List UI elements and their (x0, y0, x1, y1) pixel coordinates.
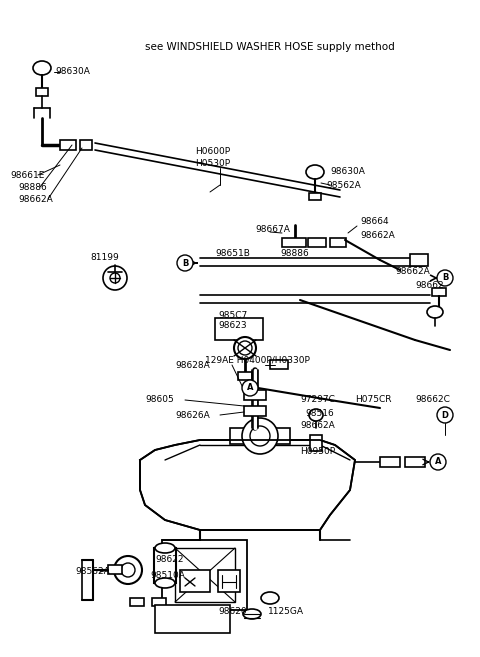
Bar (180, 570, 210, 592)
Bar (410, 254, 428, 266)
Bar (36, 88, 48, 96)
Ellipse shape (243, 609, 261, 619)
Ellipse shape (309, 409, 323, 421)
Text: 98662A: 98662A (395, 267, 430, 277)
Text: 81199: 81199 (90, 252, 119, 261)
Ellipse shape (155, 578, 175, 588)
Ellipse shape (234, 337, 256, 359)
Bar (154, 548, 176, 583)
Text: 98662C: 98662C (415, 396, 450, 405)
Bar (218, 570, 240, 592)
Text: 98630A: 98630A (330, 168, 365, 177)
Text: H0950P: H0950P (300, 447, 335, 457)
Circle shape (430, 454, 446, 470)
Bar (405, 457, 425, 467)
Bar (308, 238, 326, 247)
Circle shape (114, 556, 142, 584)
Text: 97297C: 97297C (300, 396, 335, 405)
Ellipse shape (238, 341, 252, 355)
Text: 98623: 98623 (218, 321, 247, 330)
Text: B: B (442, 273, 448, 283)
Text: 98886: 98886 (280, 248, 309, 258)
Circle shape (177, 255, 193, 271)
Circle shape (437, 270, 453, 286)
Bar (330, 238, 346, 247)
Text: 98651B: 98651B (215, 248, 250, 258)
Circle shape (103, 266, 127, 290)
Circle shape (437, 407, 453, 423)
Bar (432, 288, 446, 296)
Text: 98516: 98516 (305, 409, 334, 417)
Text: H0530P: H0530P (195, 158, 230, 168)
Text: 98562A: 98562A (326, 181, 361, 191)
Text: 98562A: 98562A (75, 568, 110, 576)
Text: 98667A: 98667A (255, 225, 290, 235)
Text: H0600P: H0600P (195, 148, 230, 156)
Text: 98630A: 98630A (55, 68, 90, 76)
Text: 98886: 98886 (18, 183, 47, 191)
Circle shape (110, 273, 120, 283)
Bar (282, 238, 306, 247)
Bar (60, 140, 76, 150)
Text: 98662A: 98662A (18, 194, 53, 204)
Text: D: D (442, 411, 448, 420)
Bar (270, 360, 288, 369)
Text: 98622: 98622 (155, 556, 183, 564)
Text: B: B (182, 258, 188, 267)
Ellipse shape (155, 543, 175, 553)
Ellipse shape (306, 165, 324, 179)
Text: 98664: 98664 (360, 217, 389, 227)
Circle shape (242, 380, 258, 396)
Bar (230, 428, 290, 444)
Text: 98628A: 98628A (175, 361, 210, 369)
Text: 985C7: 985C7 (218, 311, 247, 321)
Bar (309, 193, 321, 200)
Bar (152, 598, 166, 606)
Text: 98662A: 98662A (300, 420, 335, 430)
Text: 98510A: 98510A (150, 570, 185, 579)
Bar (244, 406, 266, 416)
Bar (155, 605, 230, 633)
Ellipse shape (427, 306, 443, 318)
Text: see WINDSHIELD WASHER HOSE supply method: see WINDSHIELD WASHER HOSE supply method (145, 42, 395, 52)
Text: A: A (247, 384, 253, 392)
Text: 98620: 98620 (218, 608, 247, 616)
Bar (80, 140, 92, 150)
Text: 98662A: 98662A (360, 231, 395, 240)
Ellipse shape (33, 61, 51, 75)
Bar (108, 565, 122, 574)
Bar (380, 457, 400, 467)
Circle shape (250, 426, 270, 446)
Bar (162, 540, 247, 610)
Bar (310, 435, 322, 451)
Bar (244, 390, 266, 400)
Bar (175, 548, 235, 602)
Text: 98662: 98662 (415, 281, 444, 290)
Text: 1125GA: 1125GA (268, 608, 304, 616)
Circle shape (121, 563, 135, 577)
Ellipse shape (261, 592, 279, 604)
Text: H075CR: H075CR (355, 396, 392, 405)
Circle shape (242, 418, 278, 454)
Text: 98661E: 98661E (10, 171, 44, 179)
Text: 98626A: 98626A (175, 411, 210, 420)
Bar (215, 318, 263, 340)
Text: 98605: 98605 (145, 396, 174, 405)
Polygon shape (140, 440, 355, 530)
Bar (238, 372, 252, 380)
Bar (130, 598, 144, 606)
Text: 129AE H0400P/H0330P: 129AE H0400P/H0330P (205, 355, 310, 365)
Text: A: A (435, 457, 441, 466)
